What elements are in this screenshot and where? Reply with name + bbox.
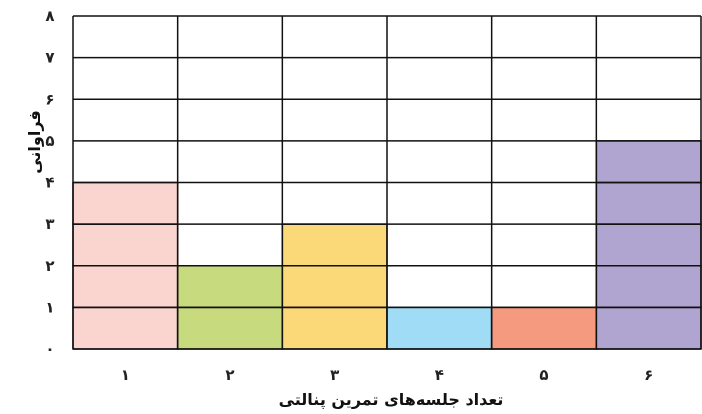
y-tick-label: ۸ bbox=[45, 7, 54, 25]
bar-6-cell bbox=[595, 265, 702, 309]
bar-3 bbox=[281, 223, 388, 350]
x-tick-label: ۵ bbox=[539, 366, 548, 384]
y-tick-labels: ۰ ۱ ۲ ۳ ۴ ۵ ۶ ۷ ۸ bbox=[45, 7, 54, 358]
bar-6-cell bbox=[595, 306, 702, 350]
y-tick-label: ۰ bbox=[45, 340, 54, 358]
bar-4 bbox=[386, 306, 493, 350]
bar-6-cell bbox=[595, 223, 702, 267]
bar-3-cell bbox=[281, 223, 388, 267]
x-tick-label: ۳ bbox=[330, 366, 339, 384]
x-tick-label: ۴ bbox=[435, 366, 444, 384]
bar-1-cell bbox=[72, 265, 179, 309]
bar-6-cell bbox=[595, 181, 702, 225]
bar-1-cell bbox=[72, 223, 179, 267]
bar-6-cell bbox=[595, 140, 702, 184]
grid-layer bbox=[72, 15, 702, 350]
bar-1-cell bbox=[72, 181, 179, 225]
y-tick-label: ۱ bbox=[45, 298, 54, 316]
bar-5 bbox=[490, 306, 598, 350]
x-tick-label: ۲ bbox=[225, 366, 234, 384]
bar-2-cell bbox=[176, 306, 284, 350]
bar-4-cell bbox=[386, 306, 493, 350]
y-tick-label: ۴ bbox=[45, 174, 54, 192]
bar-6 bbox=[595, 140, 702, 350]
bar-3-cell bbox=[281, 265, 388, 309]
bar-1-cell bbox=[72, 306, 179, 350]
y-tick-label: ۳ bbox=[45, 215, 54, 233]
x-axis-title: تعداد جلسه‌های تمرین پنالتی bbox=[279, 390, 504, 410]
y-tick-label: ۷ bbox=[45, 49, 54, 67]
y-axis-title: فراوانی bbox=[25, 110, 44, 174]
x-tick-labels: ۱ ۲ ۳ ۴ ۵ ۶ bbox=[121, 366, 653, 384]
y-tick-label: ۵ bbox=[45, 132, 54, 150]
y-tick-label: ۲ bbox=[45, 257, 54, 275]
bar-2 bbox=[176, 265, 284, 350]
y-tick-label: ۶ bbox=[45, 90, 54, 108]
x-tick-label: ۶ bbox=[644, 366, 653, 384]
bar-2-cell bbox=[176, 265, 284, 309]
x-tick-label: ۱ bbox=[121, 366, 130, 384]
bar-3-cell bbox=[281, 306, 388, 350]
bar-5-cell bbox=[490, 306, 598, 350]
